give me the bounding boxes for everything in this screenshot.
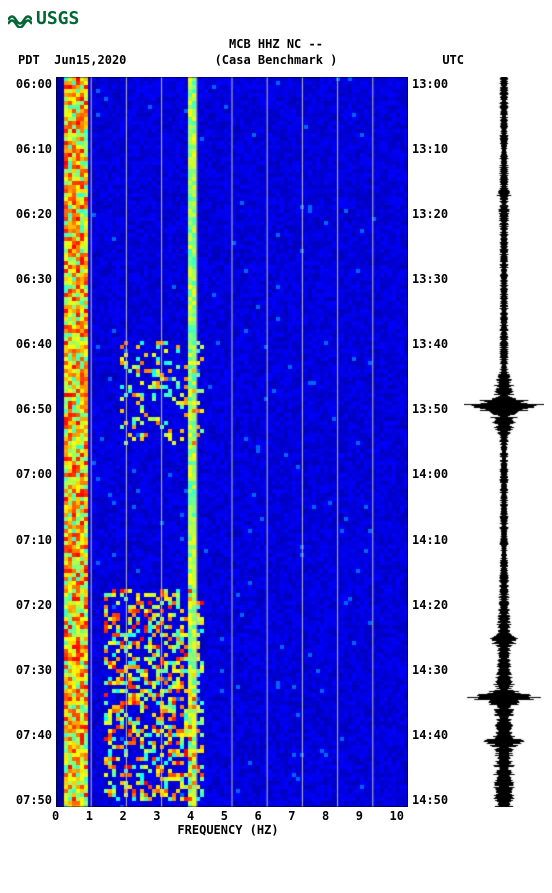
station-title: MCB HHZ NC -- bbox=[8, 37, 544, 51]
y-tick-left: 06:50 bbox=[12, 402, 52, 416]
plot-area: 06:00 06:10 06:20 06:30 06:40 06:50 07:00 07:10… bbox=[8, 77, 544, 807]
x-tick: 9 bbox=[356, 809, 363, 823]
y-tick-left: 07:10 bbox=[12, 533, 52, 547]
usgs-wave-icon bbox=[8, 10, 32, 28]
y-tick-left: 07:20 bbox=[12, 598, 52, 612]
station-name: (Casa Benchmark ) bbox=[215, 53, 338, 67]
y-tick-right: 14:10 bbox=[412, 533, 452, 547]
x-tick: 10 bbox=[390, 809, 404, 823]
x-tick: 1 bbox=[86, 809, 93, 823]
x-axis-label: FREQUENCY (HZ) bbox=[52, 823, 404, 837]
x-tick: 3 bbox=[153, 809, 160, 823]
y-tick-right: 13:30 bbox=[412, 272, 452, 286]
y-tick-right: 14:50 bbox=[412, 793, 452, 807]
timezone-left: PDT Jun15,2020 bbox=[18, 53, 126, 67]
y-tick-left: 07:30 bbox=[12, 663, 52, 677]
y-tick-left: 07:50 bbox=[12, 793, 52, 807]
y-tick-left: 06:20 bbox=[12, 207, 52, 221]
y-tick-left: 06:00 bbox=[12, 77, 52, 91]
sub-header: PDT Jun15,2020 (Casa Benchmark ) UTC bbox=[8, 53, 544, 67]
y-tick-left: 06:10 bbox=[12, 142, 52, 156]
x-tick: 5 bbox=[221, 809, 228, 823]
x-axis-ticks: 0 1 2 3 4 5 6 7 8 9 10 bbox=[52, 809, 404, 823]
x-tick: 6 bbox=[255, 809, 262, 823]
y-tick-left: 06:30 bbox=[12, 272, 52, 286]
y-tick-right: 13:40 bbox=[412, 337, 452, 351]
seismogram-canvas bbox=[464, 77, 544, 807]
y-tick-right: 13:50 bbox=[412, 402, 452, 416]
x-tick: 8 bbox=[322, 809, 329, 823]
logo-text: USGS bbox=[36, 8, 79, 29]
y-tick-right: 14:40 bbox=[412, 728, 452, 742]
y-tick-right: 14:00 bbox=[412, 467, 452, 481]
x-tick: 7 bbox=[288, 809, 295, 823]
y-tick-right: 13:20 bbox=[412, 207, 452, 221]
y-tick-right: 14:20 bbox=[412, 598, 452, 612]
y-tick-right: 13:10 bbox=[412, 142, 452, 156]
y-tick-right: 14:30 bbox=[412, 663, 452, 677]
y-tick-left: 07:40 bbox=[12, 728, 52, 742]
usgs-logo: USGS bbox=[8, 8, 544, 29]
y-tick-left: 07:00 bbox=[12, 467, 52, 481]
y-tick-right: 13:00 bbox=[412, 77, 452, 91]
y-axis-right: 13:00 13:10 13:20 13:30 13:40 13:50 14:00 14:10… bbox=[408, 77, 456, 807]
x-tick: 4 bbox=[187, 809, 194, 823]
x-tick: 0 bbox=[52, 809, 59, 823]
spectrogram-canvas bbox=[56, 77, 408, 807]
y-tick-left: 06:40 bbox=[12, 337, 52, 351]
y-axis-left: 06:00 06:10 06:20 06:30 06:40 06:50 07:00 07:10… bbox=[8, 77, 56, 807]
x-tick: 2 bbox=[120, 809, 127, 823]
timezone-right: UTC bbox=[442, 53, 464, 67]
